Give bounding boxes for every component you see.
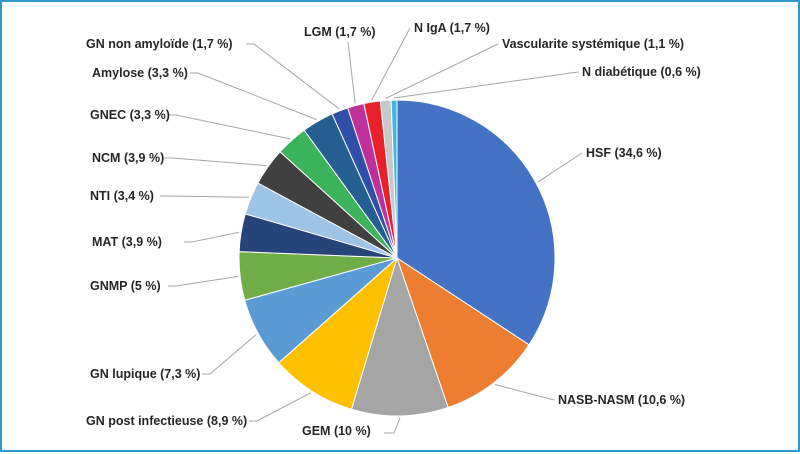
slice-label: N IgA (1,7 %) <box>414 21 490 35</box>
slice-label: LGM (1,7 %) <box>304 25 376 39</box>
leader-line <box>385 43 499 99</box>
leader-line <box>190 72 317 121</box>
leader-line <box>371 27 411 101</box>
leader-line <box>164 157 267 167</box>
slice-label: N diabétique (0,6 %) <box>582 65 701 79</box>
leader-line <box>184 231 240 243</box>
leader-line <box>246 43 340 110</box>
slice-labels: HSF (34,6 %) NASB-NASM (10,6 %) GEM (10 %)… <box>86 21 701 438</box>
slice-label: NASB-NASM (10,6 %) <box>558 393 685 407</box>
slice-label: NTI (3,4 %) <box>90 189 154 203</box>
leader-line <box>249 392 312 422</box>
pie-slices <box>238 99 556 417</box>
slice-label: NCM (3,9 %) <box>92 151 164 165</box>
slice-label: GNEC (3,3 %) <box>90 108 170 122</box>
pie-slice <box>396 256 530 409</box>
slice-label: GNMP (5 %) <box>90 279 161 293</box>
leader-line <box>160 195 249 198</box>
slice-label: MAT (3,9 %) <box>92 235 162 249</box>
leader-line <box>494 384 555 401</box>
pie-slice <box>390 99 398 259</box>
slice-label: Amylose (3,3 %) <box>92 66 188 80</box>
slice-label: GN non amyloïde (1,7 %) <box>86 37 233 51</box>
leader-line <box>202 334 257 375</box>
pie-slice <box>350 256 449 417</box>
leader-line <box>347 41 356 104</box>
slice-label: GN post infectieuse (8,9 %) <box>86 414 247 428</box>
leader-line <box>537 152 583 183</box>
slice-label: Vascularite systémique (1,1 %) <box>502 37 684 51</box>
leader-lines <box>160 27 583 434</box>
leader-line <box>384 417 401 434</box>
slice-label: HSF (34,6 %) <box>586 146 662 160</box>
leader-line <box>168 275 239 287</box>
slice-label: GN lupique (7,3 %) <box>90 367 200 381</box>
leader-line <box>168 114 291 140</box>
pie-slice <box>278 256 398 410</box>
slice-label: GEM (10 %) <box>302 424 371 438</box>
leader-line <box>393 71 579 99</box>
